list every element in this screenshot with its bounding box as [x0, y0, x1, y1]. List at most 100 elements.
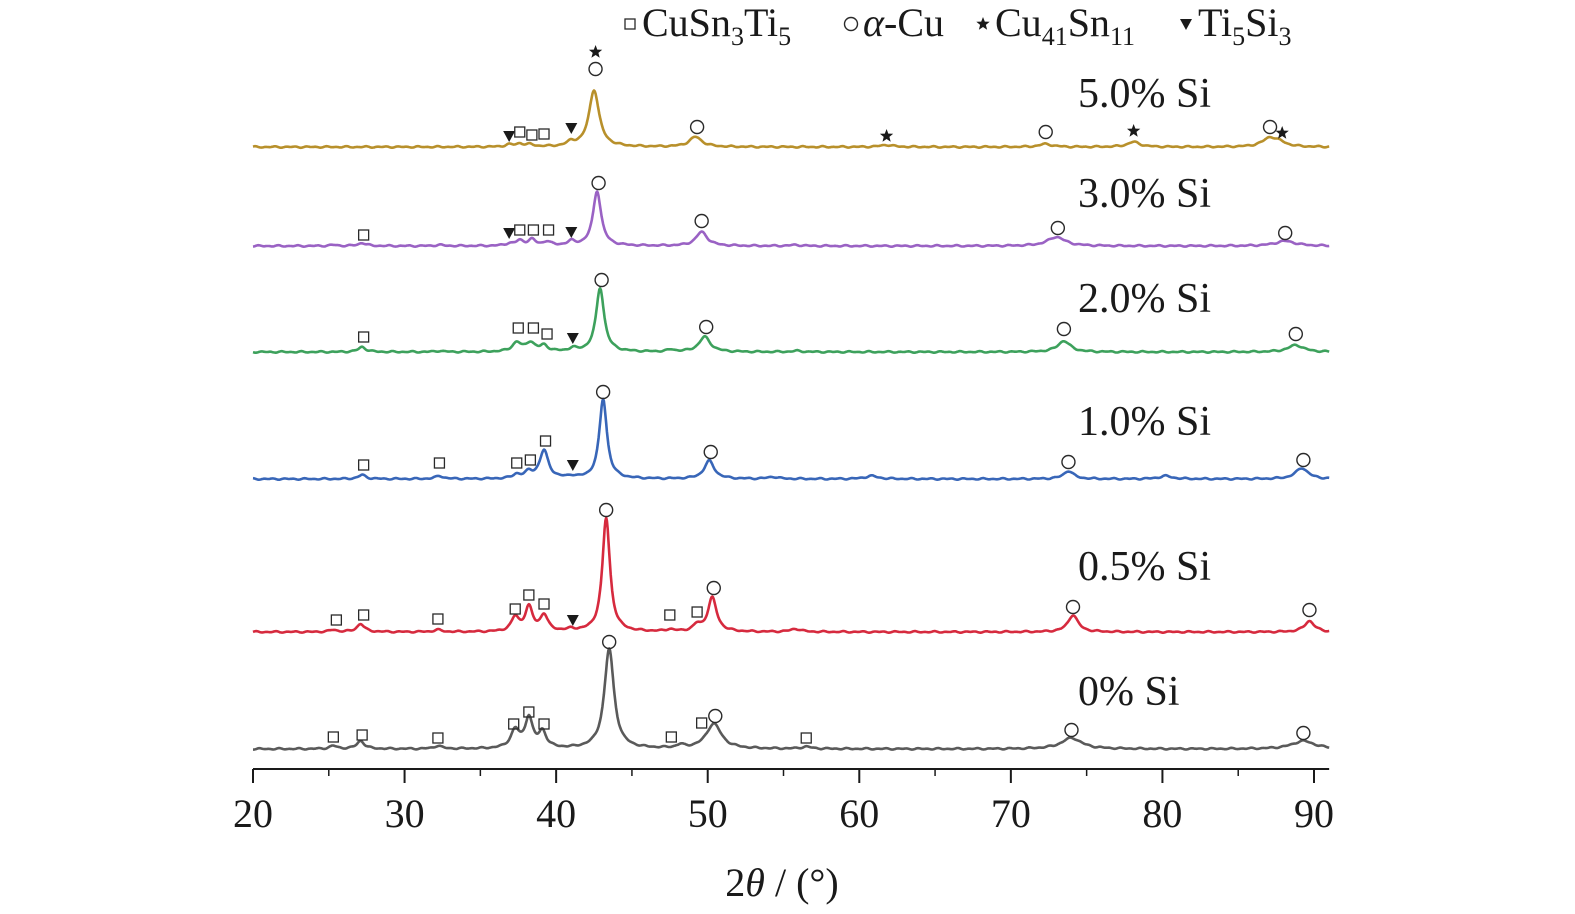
triangle-down-phase-marker: [565, 123, 578, 134]
square-phase-marker: [432, 732, 444, 744]
circle-phase-marker: [843, 16, 859, 32]
legend-item: CuSn3Ti5: [624, 0, 791, 51]
square-phase-marker: [432, 613, 444, 625]
star-phase-marker: [879, 129, 894, 142]
series-label: 0.5% Si: [1078, 544, 1211, 590]
series-label: 1.0% Si: [1078, 399, 1211, 445]
triangle-down-phase-marker: [503, 131, 516, 142]
series-line: [252, 190, 1330, 248]
series-group: 2.0% Si: [252, 272, 1330, 355]
circle-phase-marker: [698, 319, 714, 335]
circle-phase-marker: [591, 175, 606, 191]
circle-phase-marker: [1061, 454, 1076, 470]
series-line: [252, 647, 1330, 751]
circle-phase-marker: [1262, 119, 1278, 135]
circle-phase-marker: [1296, 725, 1311, 741]
square-phase-marker: [624, 18, 636, 30]
series-line: [252, 286, 1330, 355]
square-phase-marker: [433, 457, 446, 469]
square-phase-marker: [508, 718, 520, 730]
square-phase-marker: [357, 609, 370, 621]
x-axis-title: 2θ / (°): [725, 860, 838, 905]
series-label: 2.0% Si: [1078, 276, 1211, 322]
series-line: [252, 89, 1330, 150]
x-tick-label: 20: [233, 791, 273, 836]
square-phase-marker: [527, 224, 540, 236]
circle-phase-marker: [1296, 452, 1311, 468]
square-phase-marker: [523, 706, 535, 718]
circle-phase-marker: [1302, 602, 1317, 618]
x-axis: 20 30 40 50 60 70 80 90: [233, 768, 1334, 836]
triangle-down-phase-marker: [566, 615, 579, 626]
series-group: 5.0% Si: [252, 45, 1330, 150]
square-phase-marker: [514, 126, 526, 138]
x-tick-label: 50: [688, 791, 728, 836]
legend-label: CuSn3Ti5: [642, 0, 791, 51]
square-phase-marker: [538, 598, 550, 610]
triangle-down-phase-marker: [1180, 19, 1192, 30]
series-group: 0.5% Si: [252, 502, 1330, 635]
square-phase-marker: [691, 606, 703, 618]
star-phase-marker: [588, 45, 603, 58]
square-phase-marker: [800, 732, 812, 744]
star-phase-marker: [1127, 124, 1141, 137]
circle-phase-marker: [694, 213, 709, 229]
xrd-series-group: 0% Si 0.5% Si 1.0% Si 2.0% Si 3.0% Si 5.0% Si: [252, 45, 1330, 751]
square-phase-marker: [357, 331, 370, 343]
x-tick-label: 30: [385, 791, 425, 836]
circle-phase-marker: [595, 384, 611, 400]
circle-phase-marker: [689, 119, 705, 135]
square-phase-marker: [509, 603, 521, 615]
square-phase-marker: [664, 609, 676, 621]
circle-phase-marker: [1064, 722, 1079, 738]
chart-legend: CuSn3Ti5 α-Cu Cu41Sn11 Ti5Si3: [624, 0, 1292, 51]
square-phase-marker: [665, 731, 677, 743]
legend-label: Cu41Sn11: [995, 0, 1135, 51]
triangle-down-phase-marker: [503, 228, 516, 239]
square-phase-marker: [327, 731, 339, 743]
circle-phase-marker: [588, 61, 603, 77]
series-group: 1.0% Si: [252, 384, 1330, 482]
series-group: 0% Si: [252, 634, 1330, 751]
legend-label: Ti5Si3: [1198, 0, 1292, 51]
x-tick-label: 70: [991, 791, 1031, 836]
square-phase-marker: [511, 457, 523, 469]
square-phase-marker: [514, 224, 526, 236]
circle-phase-marker: [601, 634, 617, 650]
legend-item: Cu41Sn11: [976, 0, 1135, 51]
square-phase-marker: [357, 229, 370, 241]
series-group: 3.0% Si: [252, 171, 1330, 248]
series-line: [252, 397, 1330, 482]
square-phase-marker: [542, 224, 555, 236]
square-phase-marker: [523, 589, 535, 601]
square-phase-marker: [541, 328, 553, 340]
x-tick-label: 90: [1294, 791, 1334, 836]
legend-label: α-Cu: [863, 0, 944, 45]
series-label: 3.0% Si: [1078, 171, 1211, 217]
legend-item: Ti5Si3: [1180, 0, 1292, 51]
square-phase-marker: [539, 435, 552, 447]
circle-phase-marker: [706, 580, 721, 596]
square-phase-marker: [526, 129, 538, 141]
square-phase-marker: [524, 454, 537, 466]
x-tick-label: 80: [1142, 791, 1182, 836]
circle-phase-marker: [708, 708, 723, 724]
star-phase-marker: [1275, 126, 1289, 139]
square-phase-marker: [512, 322, 524, 334]
triangle-down-phase-marker: [566, 333, 579, 344]
square-phase-marker: [357, 459, 370, 471]
square-phase-marker: [330, 614, 343, 626]
legend-item: α-Cu: [843, 0, 944, 45]
triangle-down-phase-marker: [566, 460, 579, 471]
square-phase-marker: [538, 718, 550, 730]
circle-phase-marker: [598, 502, 614, 518]
series-label: 5.0% Si: [1078, 71, 1211, 117]
square-phase-marker: [538, 128, 550, 140]
series-label: 0% Si: [1078, 669, 1180, 715]
triangle-down-phase-marker: [565, 227, 578, 238]
circle-phase-marker: [1065, 599, 1081, 615]
circle-phase-marker: [1278, 225, 1293, 241]
x-tick-label: 60: [839, 791, 879, 836]
square-phase-marker: [356, 729, 368, 741]
